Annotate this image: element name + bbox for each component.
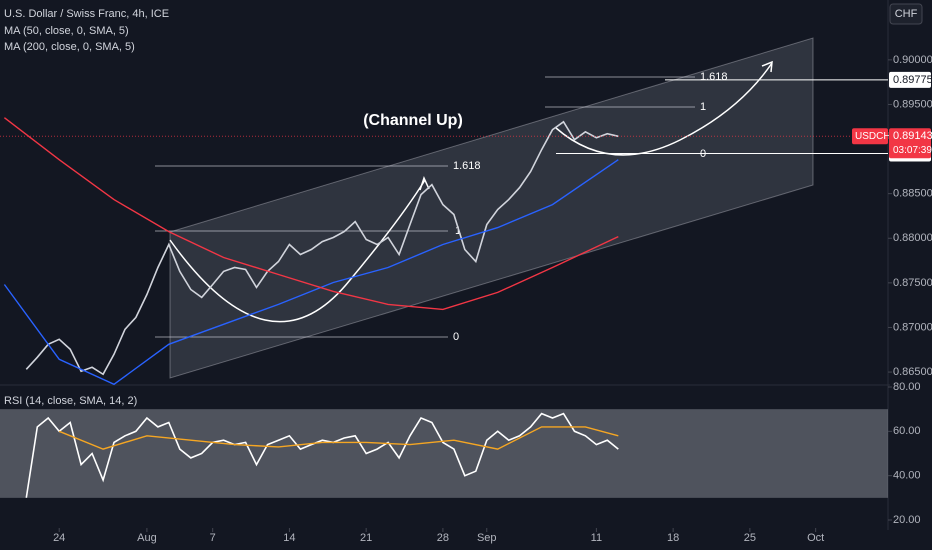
x-tick-label: Oct bbox=[807, 532, 824, 544]
channel bbox=[169, 37, 814, 379]
countdown: 03:07:39 bbox=[893, 145, 932, 156]
y-tick-label: 20.00 bbox=[893, 514, 921, 526]
y-tick-label: 60.00 bbox=[893, 425, 921, 437]
fib-label: 1.618 bbox=[453, 160, 481, 172]
price-tag bbox=[889, 128, 931, 159]
legend-entry: MA (50, close, 0, SMA, 5) bbox=[4, 25, 129, 37]
y-tick-label: 0.86500 bbox=[893, 366, 932, 378]
series-line bbox=[3, 159, 619, 386]
rsi-band bbox=[0, 409, 888, 498]
x-tick-label: 21 bbox=[360, 532, 372, 544]
x-tick-label: 18 bbox=[667, 532, 679, 544]
y-tick-label: 0.88500 bbox=[893, 188, 932, 200]
series-line bbox=[25, 120, 619, 376]
y-tick-label: 40.00 bbox=[893, 470, 921, 482]
series-line bbox=[25, 412, 619, 498]
fib-label: 1.618 bbox=[700, 71, 728, 83]
y-tick-label: 0.90000 bbox=[893, 54, 932, 66]
x-tick-label: 14 bbox=[283, 532, 295, 544]
y-tick-label: 0.89500 bbox=[893, 98, 932, 110]
level-label: 0.89775 bbox=[893, 74, 932, 86]
price-label: 0.89143 bbox=[893, 130, 932, 142]
symbol-tag bbox=[852, 128, 888, 145]
fib-label: 0 bbox=[453, 331, 459, 343]
currency-button[interactable] bbox=[889, 3, 923, 25]
legend-entry: MA (200, close, 0, SMA, 5) bbox=[4, 41, 135, 53]
x-tick-label: 24 bbox=[53, 532, 65, 544]
rsi-title: RSI (14, close, SMA, 14, 2) bbox=[4, 395, 137, 407]
x-tick-label: 25 bbox=[744, 532, 756, 544]
fib-label: 1 bbox=[700, 101, 706, 113]
y-tick-label: 0.88000 bbox=[893, 232, 932, 244]
symbol-label: USDCHF bbox=[855, 131, 897, 142]
y-tick-label: 0.87500 bbox=[893, 277, 932, 289]
fib-label: 1 bbox=[455, 225, 461, 237]
x-tick-label: Aug bbox=[137, 532, 157, 544]
series-line bbox=[3, 117, 619, 311]
y-tick-label: 80.00 bbox=[893, 381, 921, 393]
arrows bbox=[169, 60, 773, 323]
series-line bbox=[58, 426, 619, 450]
x-tick-label: 11 bbox=[591, 532, 602, 544]
x-tick-label: Sep bbox=[477, 532, 497, 544]
x-tick-label: 7 bbox=[210, 532, 216, 544]
x-tick-label: 28 bbox=[437, 532, 449, 544]
annotation: (Channel Up) bbox=[363, 112, 463, 129]
currency[interactable]: CHF bbox=[895, 8, 918, 20]
level-tag bbox=[889, 71, 931, 88]
y-tick-label: 0.87000 bbox=[893, 321, 932, 333]
fib-lines bbox=[155, 76, 695, 338]
chart-title: U.S. Dollar / Swiss Franc, 4h, ICE bbox=[4, 8, 169, 20]
